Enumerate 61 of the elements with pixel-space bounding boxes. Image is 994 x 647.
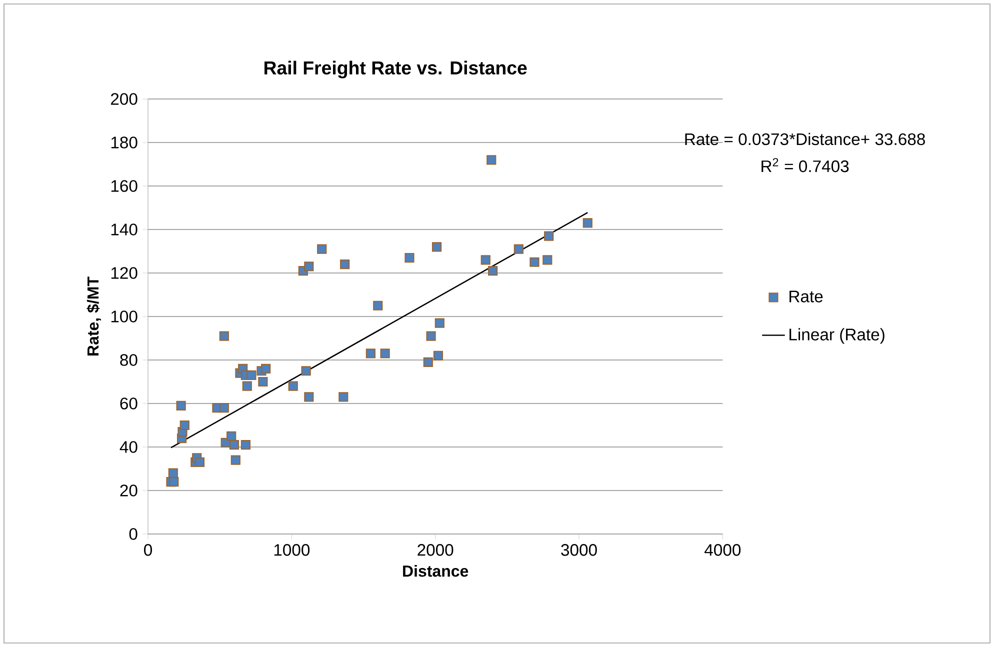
y-tick-label: 20 — [120, 484, 138, 496]
point — [194, 457, 205, 468]
point — [229, 440, 240, 450]
y-tick-label: 180 — [111, 136, 138, 148]
point — [304, 392, 314, 402]
y-tick-label: 0 — [129, 528, 138, 540]
y-tick-label: 140 — [111, 224, 138, 236]
point — [544, 231, 554, 241]
point — [246, 370, 256, 380]
legend-label: Rate — [790, 290, 823, 302]
point — [288, 381, 298, 391]
point — [340, 259, 350, 270]
point — [317, 244, 327, 254]
point — [433, 350, 444, 360]
y-tick-label: 200 — [110, 93, 138, 105]
point — [434, 318, 444, 328]
point — [176, 400, 186, 410]
point — [514, 244, 524, 254]
chart-title: Rail Freight Rate vs. Distance — [264, 60, 527, 78]
point — [480, 255, 490, 265]
point — [366, 348, 376, 358]
y-tick-label: 80 — [120, 354, 138, 366]
x-tick-label: 4000 — [704, 544, 741, 556]
point — [240, 440, 250, 450]
x-axis-title: Distance — [403, 565, 468, 577]
point — [242, 381, 252, 391]
y-tick-label: 40 — [120, 441, 138, 453]
point — [486, 155, 496, 165]
y-tick-label: 120 — [111, 267, 138, 279]
point — [226, 431, 236, 441]
y-tick-label: 60 — [120, 398, 138, 410]
point — [530, 257, 540, 267]
legend-label: Linear (Rate) — [790, 328, 884, 344]
x-tick-label: 2000 — [418, 544, 454, 556]
point — [404, 252, 414, 263]
y-tick-label: 100 — [111, 310, 138, 322]
point — [301, 366, 311, 376]
point — [582, 218, 592, 228]
point — [219, 403, 229, 413]
point — [169, 476, 179, 487]
y-axis-title: Rate, $/MT — [86, 276, 101, 356]
point — [488, 266, 498, 276]
point — [304, 262, 314, 272]
point — [258, 376, 268, 387]
x-tick-label: 3000 — [561, 544, 597, 556]
point — [426, 331, 436, 341]
point — [338, 392, 348, 402]
point — [373, 300, 383, 310]
annotation: Rate = 0.0373*Distance+ 33.688 — [685, 132, 925, 146]
x-tick-label: 0 — [144, 544, 152, 556]
y-tick-label: 160 — [111, 180, 138, 192]
x-tick-label: 1000 — [274, 544, 310, 556]
point — [542, 255, 552, 265]
point — [230, 455, 240, 465]
point — [261, 364, 271, 374]
point — [180, 420, 190, 430]
point — [432, 242, 442, 252]
point — [423, 357, 433, 367]
text: R$^{2}$ = 0.7403 — [762, 158, 849, 172]
point — [219, 331, 229, 341]
point — [380, 348, 390, 358]
